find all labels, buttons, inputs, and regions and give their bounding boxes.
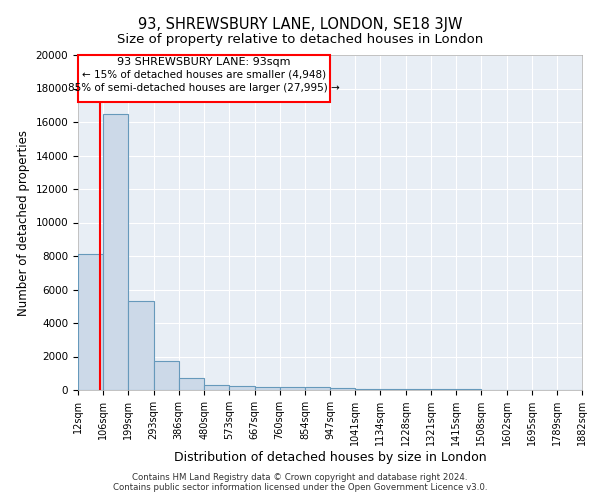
X-axis label: Distribution of detached houses by size in London: Distribution of detached houses by size …	[173, 451, 487, 464]
Bar	[254, 386, 280, 390]
FancyBboxPatch shape	[78, 55, 330, 102]
Text: 93, SHREWSBURY LANE, LONDON, SE18 3JW: 93, SHREWSBURY LANE, LONDON, SE18 3JW	[138, 18, 462, 32]
Bar	[229, 386, 254, 390]
Bar	[179, 378, 204, 390]
Bar	[103, 114, 128, 390]
Bar	[78, 254, 103, 390]
Text: Contains HM Land Registry data © Crown copyright and database right 2024.
Contai: Contains HM Land Registry data © Crown c…	[113, 473, 487, 492]
Bar	[280, 387, 305, 390]
Bar	[305, 388, 330, 390]
Text: 93 SHREWSBURY LANE: 93sqm: 93 SHREWSBURY LANE: 93sqm	[117, 57, 291, 67]
Text: Size of property relative to detached houses in London: Size of property relative to detached ho…	[117, 32, 483, 46]
Bar	[330, 388, 355, 390]
Y-axis label: Number of detached properties: Number of detached properties	[17, 130, 30, 316]
Bar	[406, 389, 431, 390]
Bar	[204, 385, 229, 390]
Bar	[154, 360, 179, 390]
Bar	[380, 389, 406, 390]
Text: ← 15% of detached houses are smaller (4,948): ← 15% of detached houses are smaller (4,…	[82, 70, 326, 80]
Bar	[128, 301, 154, 390]
Text: 85% of semi-detached houses are larger (27,995) →: 85% of semi-detached houses are larger (…	[68, 83, 340, 93]
Bar	[355, 388, 380, 390]
